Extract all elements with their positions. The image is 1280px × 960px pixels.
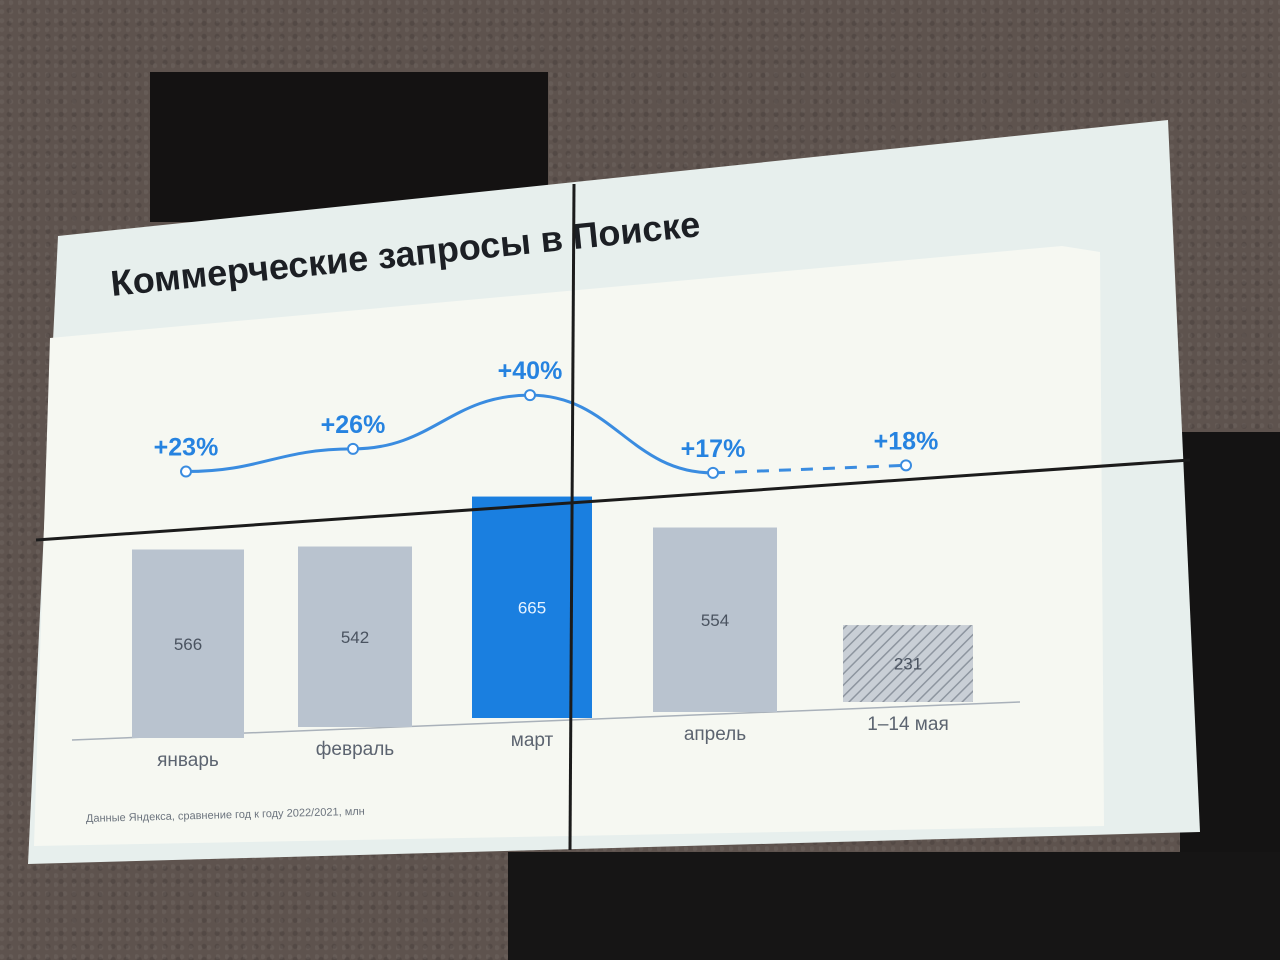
category-label-1: январь <box>157 750 219 771</box>
bar-value-label-4: 554 <box>701 611 729 630</box>
screen-seam-vertical <box>568 183 576 851</box>
bar-value-label-3: 665 <box>518 598 546 617</box>
bar-value-label-2: 542 <box>341 628 369 647</box>
growth-point-4 <box>707 466 719 479</box>
screen-seam-horizontal <box>35 458 1191 542</box>
growth-label-1: +23% <box>154 434 219 462</box>
bar-5 <box>843 625 973 702</box>
bar-value-label-5: 231 <box>894 655 922 674</box>
chart-layer: 566 январь 542 февраль 665 март 554 апрель 231 1–… <box>71 357 1021 771</box>
growth-point-2 <box>347 442 359 455</box>
growth-label-3: +40% <box>498 357 563 385</box>
growth-point-1 <box>180 465 192 478</box>
growth-point-5 <box>900 459 912 472</box>
wall-panel-bottom <box>508 852 1280 960</box>
bar-2 <box>298 546 412 727</box>
bar-1 <box>132 549 244 738</box>
category-label-5: 1–14 мая <box>867 714 948 735</box>
category-label-4: апрель <box>684 724 746 745</box>
growth-line-dashed-segment <box>712 463 907 475</box>
growth-point-3 <box>524 389 536 402</box>
bar-4 <box>653 527 777 712</box>
growth-label-2: +26% <box>321 411 386 439</box>
category-label-3: март <box>511 730 554 751</box>
growth-line <box>185 393 714 475</box>
growth-label-4: +17% <box>681 435 746 463</box>
bar-value-label-1: 566 <box>174 635 202 654</box>
growth-label-5: +18% <box>874 427 939 455</box>
category-label-2: февраль <box>316 739 395 760</box>
